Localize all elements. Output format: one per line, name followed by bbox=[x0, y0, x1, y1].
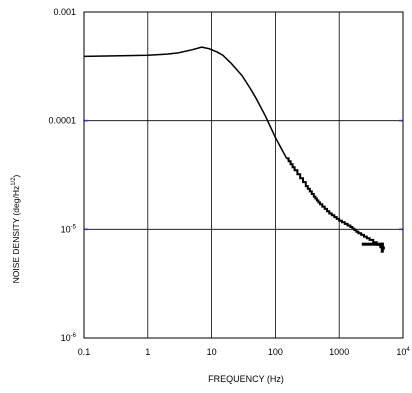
y-axis-title: NOISE DENSITY (deg/Hz1/2) bbox=[11, 174, 21, 283]
x-tick-label: 104 bbox=[396, 347, 410, 357]
y-tick-label: 10-5 bbox=[61, 224, 77, 234]
tick-labels: 0.1 1 10 100 1000 104 0.001 0.0001 10-5 10-6 bbox=[48, 7, 410, 357]
plot-frame bbox=[83, 11, 404, 339]
x-axis-title: FREQUENCY (Hz) bbox=[208, 374, 284, 384]
axes bbox=[83, 11, 404, 339]
series bbox=[83, 46, 385, 253]
series-line bbox=[83, 46, 288, 159]
series-line-noisy bbox=[286, 157, 385, 250]
x-tick-label: 10 bbox=[207, 347, 217, 357]
series-line-noisy-band bbox=[380, 242, 384, 253]
grid bbox=[84, 12, 403, 338]
y-axis-title-main: NOISE DENSITY (deg/Hz bbox=[11, 186, 21, 284]
x-tick-label: 0.1 bbox=[78, 347, 91, 357]
x-tick-label: 100 bbox=[268, 347, 283, 357]
y-axis-title-close: ) bbox=[11, 174, 21, 177]
x-tick-label: 1 bbox=[145, 347, 150, 357]
y-axis-title-sup: 1/2 bbox=[11, 177, 17, 186]
y-tick-label: 10-6 bbox=[61, 333, 77, 343]
series-line-noisy-band bbox=[361, 242, 384, 246]
y-tick-label: 0.001 bbox=[53, 7, 76, 17]
y-tick-label: 0.0001 bbox=[48, 116, 76, 126]
x-tick-label: 1000 bbox=[329, 347, 349, 357]
